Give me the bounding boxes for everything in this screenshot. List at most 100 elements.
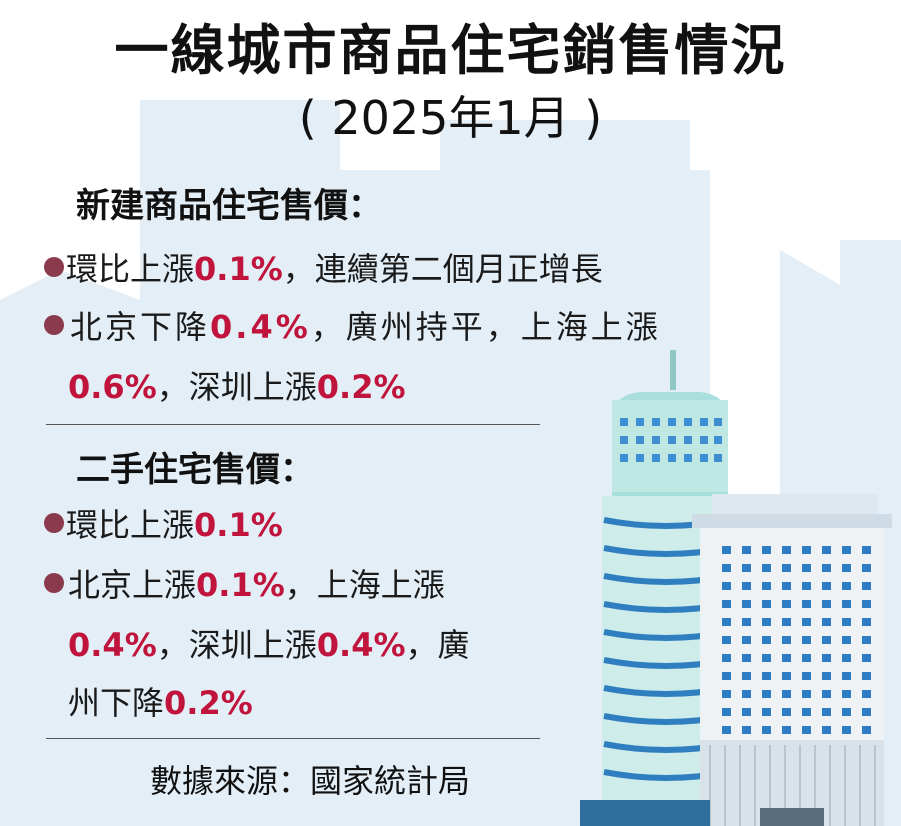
- value-highlight: 0.4%: [68, 626, 157, 664]
- window: [822, 564, 831, 572]
- window: [822, 600, 831, 608]
- window: [742, 708, 751, 716]
- divider: [46, 738, 540, 739]
- window: [722, 672, 731, 680]
- window: [722, 618, 731, 626]
- window: [782, 564, 791, 572]
- bullet-icon: [44, 573, 64, 593]
- text: 環比上漲: [66, 506, 195, 544]
- data-source: 數據來源：國家統計局: [150, 762, 471, 800]
- value-highlight: 0.4%: [210, 308, 311, 346]
- window: [802, 654, 811, 662]
- window: [742, 636, 751, 644]
- window: [722, 726, 731, 734]
- window: [782, 546, 791, 554]
- window: [742, 690, 751, 698]
- text: ，廣州持平，上海上漲: [310, 308, 661, 346]
- window: [862, 564, 871, 572]
- new-homes-item-2-line-2: 0.6%，深圳上漲0.2%: [68, 362, 406, 408]
- window: [822, 636, 831, 644]
- window: [862, 600, 871, 608]
- value-highlight: 0.1%: [194, 506, 283, 544]
- window: [762, 726, 771, 734]
- window: [802, 582, 811, 590]
- window: [822, 546, 831, 554]
- window: [802, 690, 811, 698]
- value-highlight: 0.2%: [316, 368, 406, 406]
- window: [742, 726, 751, 734]
- window: [742, 564, 751, 572]
- text: 環比上漲: [66, 250, 195, 288]
- text: 北京下降: [70, 308, 211, 346]
- page-subtitle: ( 2025年1月 ): [298, 91, 603, 145]
- window: [802, 726, 811, 734]
- window: [762, 636, 771, 644]
- window: [782, 582, 791, 590]
- window: [802, 672, 811, 680]
- window: [722, 582, 731, 590]
- value-highlight: 0.6%: [68, 368, 157, 406]
- window: [762, 618, 771, 626]
- window: [762, 582, 771, 590]
- text: ，深圳上漲: [156, 368, 317, 406]
- value-highlight: 0.1%: [194, 250, 283, 288]
- window: [822, 654, 831, 662]
- window: [802, 546, 811, 554]
- window: [822, 690, 831, 698]
- second-hand-item-2-line-1: 北京上漲0.1%，上海上漲: [68, 560, 445, 606]
- window: [722, 654, 731, 662]
- value-highlight: 0.1%: [196, 566, 285, 604]
- window: [762, 672, 771, 680]
- second-hand-item-2-line-2: 0.4%，深圳上漲0.4%，廣: [68, 620, 470, 666]
- window: [722, 636, 731, 644]
- value-highlight: 0.2%: [164, 684, 253, 722]
- window: [802, 618, 811, 626]
- text: ，深圳上漲: [156, 626, 317, 664]
- window: [842, 690, 851, 698]
- divider: [46, 424, 540, 425]
- bullet-icon: [44, 257, 64, 277]
- window: [862, 726, 871, 734]
- window: [782, 654, 791, 662]
- window: [762, 546, 771, 554]
- window: [842, 546, 851, 554]
- window: [802, 600, 811, 608]
- window: [842, 654, 851, 662]
- window: [722, 708, 731, 716]
- window: [822, 726, 831, 734]
- window: [762, 654, 771, 662]
- window: [802, 564, 811, 572]
- text: 州下降: [68, 684, 165, 722]
- window: [742, 600, 751, 608]
- window: [742, 618, 751, 626]
- window: [762, 600, 771, 608]
- window: [782, 672, 791, 680]
- text: 北京上漲: [68, 566, 197, 604]
- window: [842, 582, 851, 590]
- page-title: 一線城市商品住宅銷售情況: [114, 19, 787, 82]
- window: [842, 672, 851, 680]
- window: [822, 618, 831, 626]
- window: [842, 708, 851, 716]
- bullet-icon: [44, 315, 64, 335]
- window: [722, 690, 731, 698]
- window: [862, 618, 871, 626]
- window: [802, 708, 811, 716]
- new-homes-item-2-line-1: 北京下降0.4%，廣州持平，上海上漲: [70, 302, 661, 348]
- window: [742, 672, 751, 680]
- text: ，廣: [405, 626, 470, 664]
- window: [782, 708, 791, 716]
- window: [842, 636, 851, 644]
- window: [862, 672, 871, 680]
- value-highlight: 0.4%: [316, 626, 406, 664]
- window: [802, 636, 811, 644]
- window: [782, 726, 791, 734]
- window: [862, 582, 871, 590]
- window: [822, 672, 831, 680]
- second-hand-heading: 二手住宅售價：: [76, 450, 314, 490]
- window: [782, 600, 791, 608]
- window: [842, 600, 851, 608]
- window: [862, 636, 871, 644]
- second-hand-item-2-line-3: 州下降0.2%: [68, 678, 253, 724]
- window: [762, 690, 771, 698]
